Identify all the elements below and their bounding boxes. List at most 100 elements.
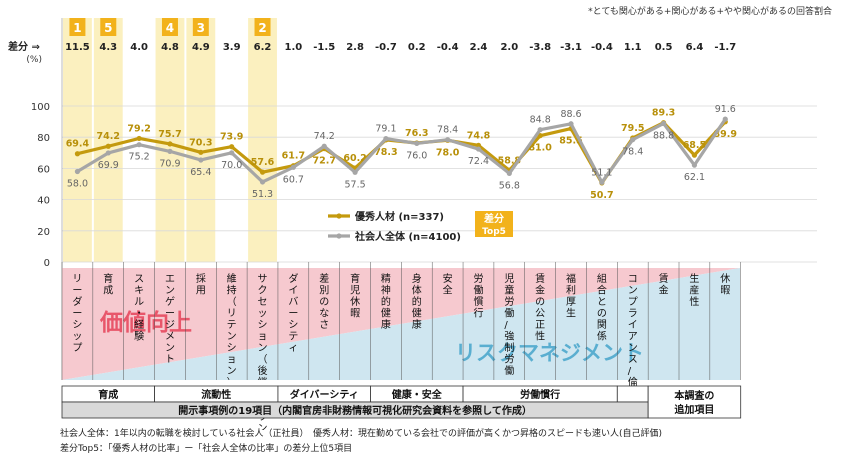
data-point [74, 168, 81, 175]
data-label: 79.5 [621, 123, 644, 134]
legend-label: 社会人全体 (n=4100) [354, 230, 461, 243]
data-label: 79.1 [375, 124, 396, 135]
top5-badge-rank: 1 [73, 21, 81, 35]
data-label: 73.9 [220, 132, 243, 143]
data-point [414, 140, 420, 147]
extra-group-label: 本調査の [674, 389, 714, 402]
category-label: 精神的健康 [381, 272, 391, 331]
top5-badge [192, 18, 209, 36]
top5-badge [254, 18, 271, 36]
category-label: エンゲージメント [165, 274, 175, 366]
data-point [167, 148, 173, 154]
y-tick-label: 80 [37, 133, 50, 144]
diff-value: 11.5 [65, 42, 90, 53]
data-label: 88.6 [560, 109, 581, 120]
top5-badge [69, 18, 86, 36]
diff-value: 1.0 [285, 42, 303, 53]
category-label: 安全 [443, 272, 453, 297]
data-label: 74.8 [467, 130, 491, 141]
data-label: 57.5 [344, 179, 365, 190]
data-point [259, 179, 266, 185]
data-label: 70.9 [159, 158, 180, 169]
top5-highlight-col [63, 18, 92, 262]
diff-value: 4.9 [192, 42, 210, 53]
data-label: 88.8 [653, 130, 674, 141]
data-label: 78.0 [436, 147, 460, 158]
data-label: 69.9 [98, 160, 119, 171]
diff-value: 4.8 [161, 42, 179, 53]
group-label: 育成 [98, 388, 118, 401]
diff-value: 0.5 [655, 42, 673, 53]
footnote-1: 社会人全体：1年以内の転職を検討している社会人（正社員） 優秀人材：現在勤めてい… [60, 429, 662, 439]
group-label: 流動性 [201, 388, 231, 401]
diff-value: 0.2 [408, 42, 426, 53]
extra-group-cell [647, 385, 742, 419]
data-label: 70.3 [189, 137, 212, 148]
diff-value: -0.7 [375, 42, 397, 53]
data-point [722, 116, 728, 122]
data-label: 72.7 [312, 156, 335, 167]
data-point [445, 137, 451, 143]
data-label: 56.8 [499, 180, 520, 191]
y-tick-label: 0 [44, 258, 50, 269]
data-point [321, 143, 327, 149]
data-label: 78.4 [437, 125, 458, 136]
y-tick-label: 20 [37, 227, 50, 238]
legend-top5-text: 差分 [484, 212, 504, 225]
data-label: 76.0 [406, 150, 427, 161]
data-point [229, 144, 235, 150]
data-label: 69.4 [66, 139, 90, 150]
note-text: *とても関心がある+関心がある+やや関心があるの回答割合 [588, 5, 832, 17]
data-point [630, 137, 636, 143]
data-label: 50.7 [590, 190, 613, 201]
data-point [475, 142, 482, 148]
diff-value: 6.2 [254, 42, 272, 53]
data-point [290, 164, 296, 170]
data-label: 79.2 [127, 123, 150, 134]
diff-value: -1.7 [714, 42, 736, 53]
data-label: 62.1 [684, 172, 705, 183]
data-label: 85.5 [559, 136, 582, 147]
series-line-1 [76, 118, 727, 184]
top5-highlight-col [93, 18, 123, 262]
data-label: 89.9 [714, 129, 737, 140]
diff-label: 差分 ⇒ [8, 40, 40, 53]
group-label: ダイバーシティ [290, 388, 359, 401]
top5-badge-rank: 2 [258, 21, 266, 35]
category-label: 身体的健康 [412, 272, 422, 331]
data-point [568, 121, 574, 127]
data-label: 58.8 [498, 155, 522, 166]
data-label: 57.6 [251, 157, 275, 168]
top5-highlight-col [155, 18, 185, 262]
category-label: 維持（リテンション） [227, 272, 237, 389]
data-point [383, 136, 389, 142]
data-point [136, 142, 142, 148]
diff-value: -0.4 [437, 42, 459, 53]
legend-marker [336, 233, 342, 239]
overlay-risk-text: リスクマネジメント [455, 341, 644, 365]
data-point [198, 157, 204, 163]
top5-badge [100, 18, 117, 36]
diff-value: -3.1 [560, 42, 582, 53]
group-label: 健康・安全 [392, 388, 443, 401]
y-tick-label: 60 [37, 164, 50, 175]
diff-value: 2.8 [346, 42, 364, 53]
top5-badge-rank: 4 [166, 21, 174, 35]
top5-highlight-col [186, 18, 216, 262]
data-label: 51.1 [591, 167, 612, 178]
data-label: 78.3 [374, 147, 397, 158]
data-label: 60.7 [283, 174, 304, 185]
legend-top5-badge [475, 211, 513, 237]
data-point [506, 170, 512, 176]
data-point [229, 150, 235, 156]
top5-badge-rank: 5 [104, 21, 112, 35]
category-label: 採用 [196, 272, 206, 297]
risk-band [62, 268, 740, 380]
data-label: 70.0 [221, 160, 242, 171]
footnote-2: 差分Top5：「優秀人材の比率」ー「社会人全体の比率」の差分上位5項目 [60, 444, 353, 454]
diff-value: 4.3 [99, 42, 117, 53]
top5-badge [161, 18, 178, 36]
extra-group-label: 追加項目 [674, 403, 714, 416]
category-label: 組合との関係 [597, 272, 607, 343]
category-label: 福利厚生 [566, 272, 576, 320]
